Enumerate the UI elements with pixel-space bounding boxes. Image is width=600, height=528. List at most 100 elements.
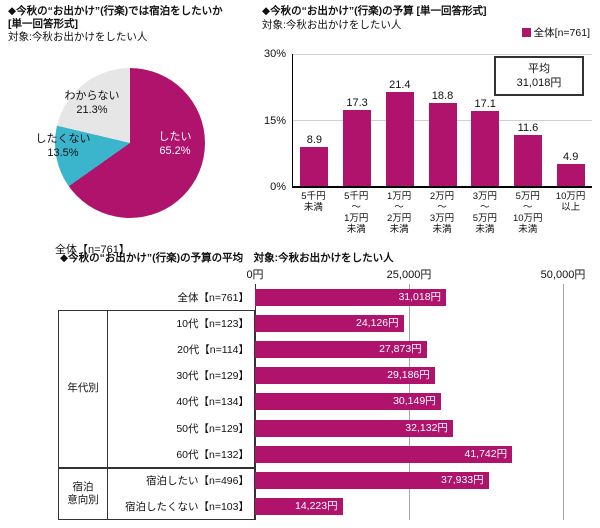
bar-slot: 21.4 <box>378 54 421 186</box>
category-line: 10万円 <box>512 213 543 224</box>
table-row: 宿泊したい【n=496】 37,933円 <box>58 468 592 494</box>
bar <box>471 110 500 186</box>
row-label: 30代【n=129】 <box>176 370 249 383</box>
table-row: 40代【n=134】 30,149円 <box>58 389 592 415</box>
bar-value-label: 17.3 <box>346 96 368 109</box>
bar-track: 31,018円 <box>255 284 592 310</box>
bar-group: 8.9 17.3 21.4 18.8 17.1 11.6 4.9 <box>293 54 592 186</box>
y-tick-15: 15% <box>263 115 286 127</box>
bar-track: 37,933円 <box>255 468 592 494</box>
legend: 全体[n=761] <box>521 25 590 40</box>
bar-slot: 11.6 <box>507 54 550 186</box>
table-row: 50代【n=129】 32,132円 <box>58 415 592 441</box>
bar-category-label: 10万円 以上 <box>549 191 592 235</box>
pie-label-wakaranai: わからない 21.3% <box>50 90 134 117</box>
row-label: 40代【n=134】 <box>176 396 249 409</box>
pie-label-shitai: したい 65.2% <box>146 131 204 158</box>
budget-bar-chart: 8.9 17.3 21.4 18.8 17.1 11.6 4.9 <box>292 54 592 188</box>
category-line: 5千円 <box>344 191 369 202</box>
x-axis-labels: 5千円 未満 5千円～ 1万円 未満 1万円～ 2万円 未満 2万円～ 3万円 未満 3万円～ 5万円未… <box>292 191 592 235</box>
bar-value-label: 11.6 <box>517 121 539 134</box>
bar-track: 27,873円 <box>255 336 592 362</box>
pie-slice-percent: 13.5% <box>47 146 79 159</box>
bar-track: 30,149円 <box>255 389 592 415</box>
row-label: 全体【n=761】 <box>177 291 250 304</box>
budget-section-target: 対象:今秋お出かけをしたい人 <box>262 19 402 31</box>
bar <box>428 103 457 186</box>
category-line: 未満 <box>346 224 366 235</box>
bar-slot: 18.8 <box>421 54 464 186</box>
pie-slice-name: わからない <box>64 90 120 102</box>
average-bar-chart: 全体【n=761】 31,018円 10代【n=123】 24,126円 20代【n=1… <box>0 284 600 520</box>
gridline-30 <box>293 54 592 55</box>
group-label-stay-line2: 意向別 <box>67 493 99 506</box>
pie-slice-name: したい <box>158 131 192 143</box>
bar-category-label: 5万円～ 10万円 未満 <box>506 191 549 235</box>
bar: 31,018円 <box>255 288 447 306</box>
category-line: 未満 <box>518 224 538 235</box>
bar-track: 41,742円 <box>255 441 592 467</box>
bar-slot: 8.9 <box>293 54 336 186</box>
pie-slice-percent: 65.2% <box>159 144 191 157</box>
bar <box>300 146 329 186</box>
category-line: 5千円 <box>301 191 326 202</box>
gridline-50000yen <box>563 284 564 520</box>
category-line: ～ <box>522 202 533 213</box>
average-label: 平均 <box>528 63 550 75</box>
category-line: 2万円 <box>387 213 412 224</box>
pie-total-label: 全体【n=761】 <box>55 244 130 256</box>
pie-slice-percent: 21.3% <box>76 103 108 116</box>
bar-category-label: 5千円 未満 <box>292 191 335 235</box>
bar-rows: 全体【n=761】 31,018円 10代【n=123】 24,126円 20代【n=1… <box>58 284 592 520</box>
bar: 27,873円 <box>255 341 427 359</box>
group-label-stay-line1: 宿泊 <box>72 480 94 493</box>
category-line: ～ <box>394 202 404 213</box>
legend-swatch-icon <box>521 28 531 37</box>
bar-track: 32,132円 <box>255 415 592 441</box>
row-label: 宿泊したい【n=496】 <box>146 475 249 488</box>
bar <box>343 109 372 186</box>
legend-label: 全体[n=761] <box>533 27 590 39</box>
bar: 14,223円 <box>255 498 343 516</box>
bar-slot: 4.9 <box>549 54 592 186</box>
average-box: 平均 31,018円 <box>494 56 584 96</box>
table-row: 10代【n=123】 24,126円 <box>58 310 592 336</box>
bar-value-label: 17.1 <box>474 97 496 110</box>
bar <box>513 134 542 186</box>
group-box-age: 年代別 <box>58 310 108 468</box>
category-line: 1万円 <box>387 191 412 202</box>
bar: 41,742円 <box>255 445 513 463</box>
group-box-stay-intention: 宿泊 意向別 <box>58 467 108 520</box>
bar-category-label: 2万円～ 3万円 未満 <box>421 191 464 235</box>
category-line: ～ <box>351 202 362 213</box>
pie-section-format: [単一回答形式] <box>8 18 78 30</box>
row-label: 50代【n=129】 <box>176 422 249 435</box>
bar-track: 29,186円 <box>255 363 592 389</box>
pie-section-target: 対象:今秋お出かけをしたい人 <box>8 31 148 43</box>
category-line: 未満 <box>475 224 495 235</box>
bar-track: 24,126円 <box>255 310 592 336</box>
category-line: 3万円 <box>472 191 498 202</box>
table-row: 宿泊したくない【n=103】 14,223円 <box>58 494 592 520</box>
table-row: 60代【n=132】 41,742円 <box>58 441 592 467</box>
bar-slot: 17.3 <box>336 54 379 186</box>
average-section-title: ◆今秋の“お出かけ”(行楽)の予算の平均 対象:今秋お出かけをしたい人 <box>60 252 394 264</box>
budget-section-title: ◆今秋の“お出かけ”(行楽)の予算 [単一回答形式] <box>262 5 487 17</box>
bar-category-label: 3万円～ 5万円 未満 <box>463 191 506 235</box>
table-row: 30代【n=129】 29,186円 <box>58 363 592 389</box>
table-row: 20代【n=114】 27,873円 <box>58 336 592 362</box>
category-line: 5万円 <box>472 213 498 224</box>
x-tick-25000: 25,000円 <box>386 269 432 281</box>
y-tick-30: 30% <box>263 48 286 60</box>
category-line: ～ <box>437 202 447 213</box>
bar: 37,933円 <box>255 472 489 490</box>
bar-category-label: 5千円～ 1万円 未満 <box>335 191 378 235</box>
category-line: ～ <box>480 202 490 213</box>
bar-track: 14,223円 <box>255 494 592 520</box>
pie-slice-name: したくない <box>35 133 91 145</box>
average-value: 31,018円 <box>516 77 562 89</box>
bar: 29,186円 <box>255 367 435 385</box>
row-label: 60代【n=132】 <box>176 448 249 461</box>
pie-chart <box>55 68 205 218</box>
bar-value-label: 18.8 <box>431 90 454 103</box>
